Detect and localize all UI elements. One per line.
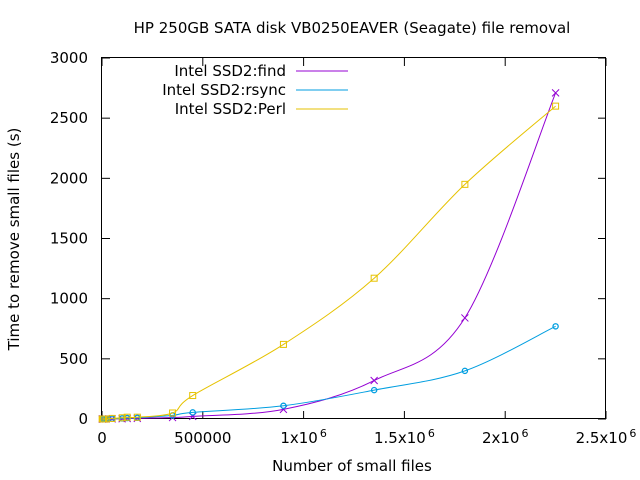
data-point bbox=[169, 409, 177, 417]
y-tick-label: 2500 bbox=[50, 109, 88, 127]
data-point bbox=[461, 314, 469, 322]
legend-label: Intel SSD2:rsync bbox=[162, 81, 286, 99]
data-point bbox=[551, 89, 560, 97]
axis-ticks: 0 500000 1x10 6 1.5x10 6 2x10 6 2.5x10 6 0 500 1000 1… bbox=[50, 49, 637, 447]
y-tick-label: 3000 bbox=[50, 49, 88, 67]
y-tick-label: 500 bbox=[59, 350, 88, 368]
data-point bbox=[189, 392, 197, 400]
x-tick-label: 2.5x10 6 bbox=[576, 427, 637, 447]
data-point bbox=[118, 414, 126, 422]
series-line bbox=[102, 325, 556, 420]
x-tick-label: 1x10 6 bbox=[280, 427, 327, 447]
data-point bbox=[133, 413, 141, 421]
data-point bbox=[370, 376, 379, 385]
data-point bbox=[552, 323, 559, 330]
x-tick-label: 500000 bbox=[174, 429, 231, 447]
y-tick-label: 1000 bbox=[50, 290, 88, 308]
legend-label: Intel SSD2:find bbox=[174, 62, 286, 80]
series-1 bbox=[98, 323, 559, 423]
series-layer bbox=[98, 89, 560, 423]
data-point bbox=[279, 340, 287, 348]
x-axis-label: Number of small files bbox=[272, 457, 432, 475]
x-tick-label: 1.5x10 6 bbox=[374, 427, 435, 447]
series-line bbox=[102, 105, 556, 420]
legend-label: Intel SSD2:Perl bbox=[175, 100, 286, 118]
y-axis-label: Time to remove small files (s) bbox=[5, 128, 23, 352]
x-tick-label: 0 bbox=[97, 429, 107, 447]
y-tick-label: 2000 bbox=[50, 169, 88, 187]
data-point bbox=[370, 274, 378, 282]
data-point bbox=[123, 413, 131, 421]
data-point bbox=[189, 409, 196, 416]
series-line bbox=[102, 92, 557, 420]
y-tick-label: 1500 bbox=[50, 230, 88, 248]
chart-title: HP 250GB SATA disk VB0250EAVER (Seagate)… bbox=[134, 19, 571, 37]
series-2 bbox=[98, 102, 560, 423]
data-point bbox=[552, 102, 560, 110]
series-0 bbox=[98, 89, 560, 423]
data-point bbox=[461, 367, 469, 375]
data-point bbox=[370, 386, 378, 394]
data-point bbox=[280, 402, 287, 410]
x-tick-label: 2x10 6 bbox=[482, 427, 529, 447]
y-tick-label: 0 bbox=[78, 410, 88, 428]
data-point bbox=[461, 180, 469, 188]
data-point bbox=[108, 414, 116, 422]
